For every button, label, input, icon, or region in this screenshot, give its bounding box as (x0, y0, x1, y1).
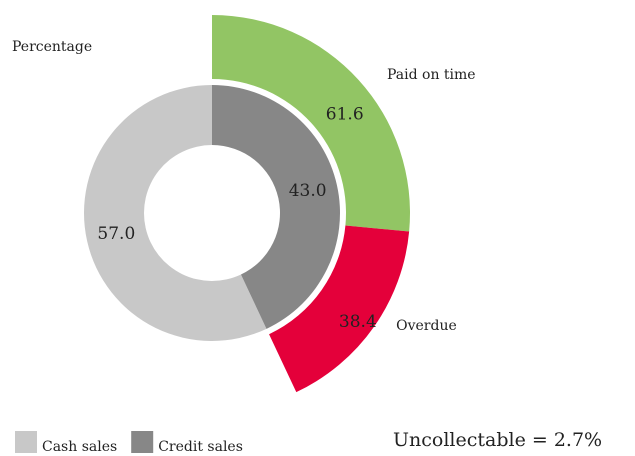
legend-swatch (15, 431, 37, 453)
breakdown-slice (269, 225, 410, 393)
legend-label: Credit sales (158, 439, 243, 455)
breakdown-slice (212, 15, 410, 232)
value-label: 38.4 (339, 312, 377, 332)
legend-label: Cash sales (42, 439, 117, 455)
slice-name: Overdue (396, 318, 457, 334)
annotation: Uncollectable = 2.7% (393, 429, 602, 451)
chart-subtitle: Percentage (12, 39, 92, 55)
slice-name: Paid on time (387, 67, 476, 83)
donut-slice (212, 85, 340, 329)
donut-slice (84, 85, 267, 341)
value-label: 61.6 (326, 105, 364, 125)
value-label: 57.0 (97, 224, 135, 244)
legend-swatch (131, 431, 154, 453)
value-label: 43.0 (289, 181, 327, 201)
